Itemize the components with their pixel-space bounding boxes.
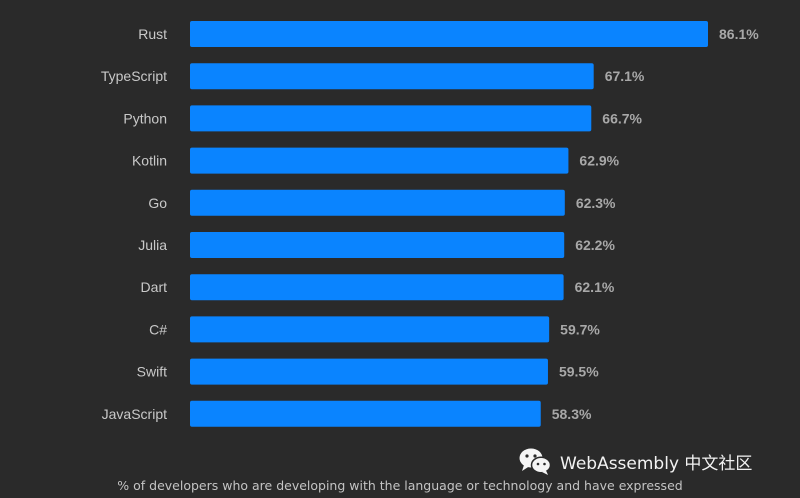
- value-label: 62.9%: [579, 153, 619, 169]
- bar: [190, 189, 565, 216]
- value-label: 59.5%: [559, 364, 599, 380]
- category-label: TypeScript: [101, 68, 167, 84]
- bar: [190, 147, 569, 174]
- value-label: 62.2%: [575, 237, 615, 253]
- value-label: 66.7%: [602, 110, 642, 126]
- category-label: Go: [148, 195, 167, 211]
- bar-chart: Rust 86.1% TypeScript 67.1% Python 66.7% Kotli…: [101, 21, 759, 427]
- category-label: Julia: [138, 237, 167, 253]
- value-label: 59.7%: [560, 321, 600, 337]
- watermark-text: WebAssembly 中文社区: [560, 453, 753, 474]
- category-label: Kotlin: [132, 153, 167, 169]
- category-label: Dart: [141, 279, 168, 295]
- value-label: 62.1%: [575, 279, 615, 295]
- category-label: Rust: [138, 26, 167, 42]
- bar: [190, 274, 564, 301]
- bar: [190, 63, 594, 90]
- watermark: WebAssembly 中文社区: [518, 446, 752, 476]
- wechat-icon: [519, 448, 552, 475]
- bar: [190, 21, 708, 47]
- bar: [190, 358, 548, 385]
- bar: [190, 105, 592, 132]
- category-label: Python: [123, 110, 167, 126]
- category-label: JavaScript: [102, 406, 167, 422]
- category-label: C#: [149, 321, 167, 337]
- value-label: 62.3%: [576, 195, 616, 211]
- value-label: 67.1%: [605, 68, 645, 84]
- bar: [190, 232, 565, 258]
- bar: [190, 400, 541, 427]
- x-axis-label: % of developers who are developing with …: [117, 478, 683, 493]
- value-label: 58.3%: [552, 406, 592, 422]
- category-label: Swift: [137, 364, 167, 380]
- bar: [190, 316, 550, 343]
- value-label: 86.1%: [719, 26, 759, 42]
